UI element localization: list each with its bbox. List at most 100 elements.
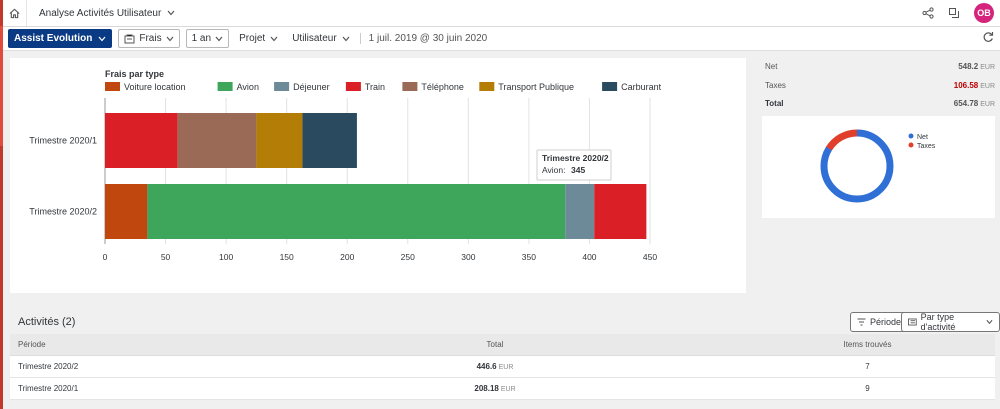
- legend-label: Téléphone: [421, 82, 464, 92]
- legend-label: Transport Publique: [498, 82, 574, 92]
- bar-segment: [256, 113, 303, 168]
- x-tick-label: 150: [280, 252, 294, 262]
- x-tick-label: 350: [522, 252, 536, 262]
- activities-table: Période Total Items trouvés Trimestre 20…: [10, 334, 995, 400]
- period-select-value: 1 an: [191, 33, 212, 44]
- x-tick-label: 400: [582, 252, 596, 262]
- total-currency: EUR: [980, 101, 995, 108]
- legend-label: Carburant: [621, 82, 662, 92]
- app-title-menu[interactable]: Analyse Activités Utilisateur: [39, 8, 175, 19]
- home-button[interactable]: [3, 0, 27, 26]
- frais-filter-label: Frais: [139, 33, 162, 44]
- bar-segment: [105, 113, 178, 168]
- table-row[interactable]: Trimestre 2020/1 208.18 EUR 9: [10, 378, 995, 400]
- net-value: 548.2: [958, 62, 979, 71]
- chart-title: Frais par type: [105, 69, 164, 79]
- user-switch-icon[interactable]: [948, 7, 960, 19]
- table-row[interactable]: Trimestre 2020/2 446.6 EUR 7: [10, 356, 995, 378]
- row-items: 9: [865, 384, 870, 393]
- date-range: 1 juil. 2019 @ 30 juin 2020: [359, 33, 487, 44]
- tooltip-value: 345: [571, 165, 585, 175]
- donut-legend-dot: [908, 142, 914, 148]
- bar-segment: [302, 113, 357, 168]
- tooltip-title: Trimestre 2020/2: [542, 153, 609, 163]
- legend-swatch: [602, 82, 618, 91]
- bar-segment: [565, 184, 595, 239]
- legend-swatch: [217, 82, 233, 91]
- avatar[interactable]: OB: [974, 3, 994, 23]
- periode-group-label: Période: [870, 317, 902, 327]
- share-icon[interactable]: [922, 7, 934, 19]
- net-currency: EUR: [980, 64, 995, 71]
- net-label: Net: [765, 62, 778, 71]
- activity-type-group-button[interactable]: Par type d'activité: [901, 312, 1000, 332]
- legend-label: Train: [365, 82, 385, 92]
- utilisateur-filter[interactable]: Utilisateur: [288, 33, 353, 44]
- donut-legend-label: Net: [917, 134, 928, 141]
- shell-bar: Analyse Activités Utilisateur OB: [3, 0, 1000, 27]
- taxes-label: Taxes: [765, 81, 786, 90]
- frais-filter-button[interactable]: Frais: [118, 29, 180, 48]
- utilisateur-filter-label: Utilisateur: [292, 33, 337, 44]
- taxes-value: 106.58: [953, 81, 979, 90]
- chevron-down-icon: [342, 36, 350, 41]
- x-tick-label: 450: [643, 252, 657, 262]
- x-tick-label: 0: [103, 252, 108, 262]
- column-header-items[interactable]: Items trouvés: [843, 340, 892, 349]
- legend-swatch: [479, 82, 495, 91]
- summary-net-row: Net 548.2 EUR: [765, 62, 995, 76]
- row-currency: EUR: [500, 386, 516, 393]
- y-category-label: Trimestre 2020/1: [29, 136, 97, 146]
- x-tick-label: 250: [401, 252, 415, 262]
- row-currency: EUR: [498, 364, 514, 371]
- column-header-total[interactable]: Total: [486, 340, 504, 349]
- row-total: 208.18: [474, 384, 499, 393]
- receipt-icon: [124, 34, 135, 43]
- bar-segment: [147, 184, 566, 239]
- refresh-icon[interactable]: [982, 31, 994, 43]
- row-items: 7: [865, 362, 870, 371]
- x-tick-label: 50: [161, 252, 171, 262]
- donut-slice: [820, 129, 894, 203]
- home-icon: [9, 8, 20, 18]
- legend-swatch: [274, 82, 290, 91]
- activities-title: Activités (2): [18, 316, 76, 328]
- y-category-label: Trimestre 2020/2: [29, 207, 97, 217]
- chevron-down-icon: [98, 36, 106, 41]
- row-total: 446.6: [476, 362, 497, 371]
- app-title: Analyse Activités Utilisateur: [39, 7, 162, 19]
- assist-evolution-button[interactable]: Assist Evolution: [8, 29, 113, 48]
- summary-panel: Net 548.2 EUR Taxes 106.58 EUR Total 654.7…: [762, 58, 995, 114]
- row-periode: Trimestre 2020/2: [18, 362, 79, 371]
- grid-list-icon: [908, 318, 917, 326]
- x-tick-label: 100: [219, 252, 233, 262]
- donut-legend-label: Taxes: [917, 143, 936, 150]
- table-header: Période Total Items trouvés: [10, 334, 995, 356]
- filter-toolbar: Assist Evolution Frais 1 an Projet Utili…: [3, 27, 1000, 51]
- total-label: Total: [765, 99, 784, 108]
- chevron-down-icon: [986, 319, 993, 325]
- projet-filter[interactable]: Projet: [235, 33, 282, 44]
- bar-segment: [105, 184, 148, 239]
- bar-segment: [594, 184, 647, 239]
- activity-type-group-label: Par type d'activité: [920, 312, 956, 332]
- chevron-down-icon: [167, 10, 175, 16]
- total-value: 654.78: [953, 99, 979, 108]
- periode-group-button[interactable]: Période: [850, 312, 909, 332]
- expenses-chart-card: Frais par type Voiture location Avion Déjeu…: [10, 58, 746, 293]
- chevron-down-icon: [270, 36, 278, 41]
- tooltip-label: Avion:: [542, 165, 565, 175]
- expenses-bar-chart: Frais par type Voiture location Avion Déjeu…: [29, 69, 662, 262]
- legend-swatch: [402, 82, 418, 91]
- projet-filter-label: Projet: [239, 33, 266, 44]
- legend-label: Voiture location: [124, 82, 186, 92]
- legend-swatch: [105, 82, 120, 91]
- left-edge-strip: [0, 0, 3, 409]
- x-tick-label: 300: [461, 252, 475, 262]
- column-header-periode[interactable]: Période: [18, 340, 46, 349]
- legend-label: Déjeuner: [293, 82, 330, 92]
- summary-taxes-row: Taxes 106.58 EUR: [765, 81, 995, 95]
- assist-evolution-label: Assist Evolution: [14, 33, 93, 44]
- left-edge-accent: [0, 26, 3, 146]
- period-select[interactable]: 1 an: [185, 29, 230, 48]
